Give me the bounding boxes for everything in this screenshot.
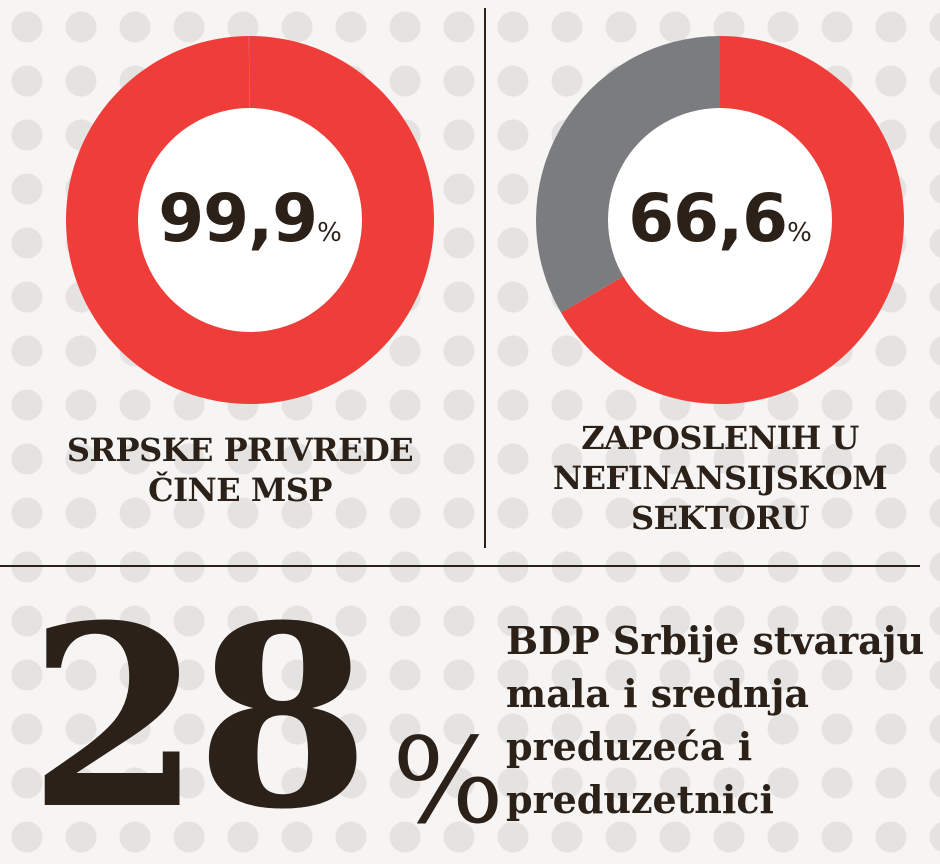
donut-slice-0 bbox=[561, 36, 904, 404]
donut-chart-employment-share bbox=[536, 36, 904, 404]
description-line: preduzetnici bbox=[506, 777, 774, 822]
donut-slice-0 bbox=[66, 36, 435, 404]
gdp-share-number: 28 bbox=[28, 570, 370, 864]
caption-line: SEKTORU bbox=[631, 499, 810, 537]
donut-center-value-msp: 99,9% bbox=[150, 180, 350, 257]
donut-caption-employment: ZAPOSLENIH U NEFINANSIJSKOM SEKTORU bbox=[520, 418, 920, 538]
center-value-unit: % bbox=[787, 218, 812, 248]
caption-line: NEFINANSIJSKOM bbox=[552, 459, 888, 497]
description-line: BDP Srbije stvaraju bbox=[506, 618, 925, 663]
caption-line: ČINE MSP bbox=[148, 471, 332, 509]
donut-center-value-employment: 66,6% bbox=[620, 180, 820, 257]
caption-line: ZAPOSLENIH U bbox=[581, 419, 859, 457]
donut-hole bbox=[608, 108, 832, 332]
donut-slice-1 bbox=[248, 36, 250, 109]
description-line: preduzeća i bbox=[506, 724, 753, 769]
donut-caption-msp: SRPSKE PRIVREDE ČINE MSP bbox=[40, 430, 440, 510]
gdp-share-percent-sign: % bbox=[392, 712, 505, 850]
donut-hole bbox=[138, 108, 362, 332]
gdp-share-description: BDP Srbije stvaraju mala i srednja predu… bbox=[506, 614, 936, 826]
center-value-unit: % bbox=[317, 218, 342, 248]
center-value-number: 99,9 bbox=[158, 180, 318, 257]
description-line: mala i srednja bbox=[506, 671, 809, 716]
horizontal-divider bbox=[0, 565, 920, 567]
donut-slice-1 bbox=[536, 36, 720, 313]
donut-chart-msp-share bbox=[66, 36, 435, 404]
vertical-divider bbox=[484, 8, 486, 548]
caption-line: SRPSKE PRIVREDE bbox=[66, 431, 414, 469]
center-value-number: 66,6 bbox=[628, 180, 788, 257]
